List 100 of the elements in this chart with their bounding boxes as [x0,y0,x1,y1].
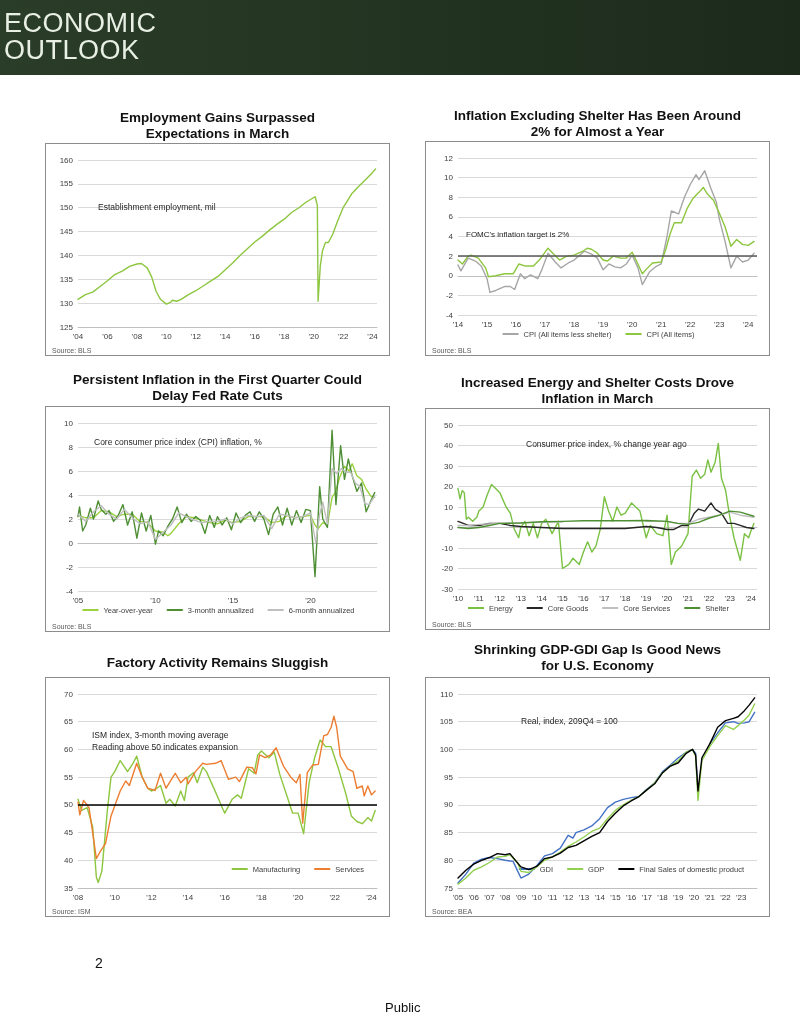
x-tick-label: '16 [510,319,522,329]
x-tick-label: '20 [292,892,304,902]
y-tick-label: 8 [68,442,74,452]
y-tick-label: 55 [64,772,74,782]
text: ECONOMIC OUTLOOK [4,8,158,65]
y-tick-label: 4 [68,490,74,500]
y-tick-label: 35 [64,883,74,893]
annotation: Establishment employment, mil [98,202,216,212]
y-tick-label: 40 [444,441,454,450]
y-tick-label: 105 [439,717,454,727]
annotation: ISM index, 3-month moving average [92,730,229,740]
x-tick-label: '23 [714,319,726,329]
x-tick-label: '10 [150,595,162,605]
y-tick-label: 10 [444,173,454,183]
x-tick-label: '14 [452,319,464,329]
x-tick-label: '19 [640,593,652,603]
y-tick-label: 40 [64,855,74,865]
x-tick-label: '24 [745,593,757,603]
x-tick-label: '23 [736,892,748,902]
x-tick-label: '14 [594,892,606,902]
text: Public [385,1000,421,1015]
x-tick-label: '10 [531,892,543,902]
y-tick-label: 0 [448,271,454,281]
y-tick-label: 50 [444,420,454,430]
y-tick-label: 90 [444,800,454,810]
x-tick-label: '18 [278,331,290,341]
y-tick-label: 100 [439,744,454,754]
annotation: Reading above 50 indicates expansion [92,742,239,752]
x-tick-label: '17 [539,319,551,329]
x-tick-label: '20 [661,593,673,603]
x-tick-label: '15 [557,593,569,603]
y-tick-label: 45 [64,828,74,838]
x-tick-label: '11 [547,892,558,902]
x-tick-label: '05 [452,892,464,902]
x-tick-label: '22 [337,331,349,341]
x-tick-label: '10 [161,331,173,341]
x-tick-label: '21 [655,319,667,329]
x-tick-label: '13 [515,593,527,603]
x-tick-label: '20 [308,331,320,341]
x-tick-label: '16 [249,331,261,341]
x-tick-label: '10 [452,593,464,603]
y-tick-label: 60 [64,744,74,754]
chart-title: Persistent Inflation in the First Quarter Could Delay Fed Rate Cuts [72,372,363,404]
x-tick-label: '12 [562,892,574,902]
y-tick-label: -4 [445,310,454,320]
y-tick-label: 10 [444,502,454,512]
x-tick-label: '19 [597,319,609,329]
x-tick-label: '15 [481,319,493,329]
x-tick-label: '18 [256,892,268,902]
y-tick-label: 130 [59,298,74,308]
x-tick-label: '06 [102,331,114,341]
y-tick-label: 8 [448,192,454,202]
x-tick-label: '12 [494,593,506,603]
chart-title: Increased Energy and Shelter Costs Drove Inflation in March [459,375,736,407]
x-tick-label: '15 [610,892,622,902]
x-tick-label: '22 [685,319,696,329]
y-tick-label: 2 [448,251,454,261]
x-tick-label: '11 [473,593,485,603]
y-tick-label: 85 [444,828,454,838]
y-tick-label: 10 [64,418,74,428]
x-tick-label: '12 [146,892,158,902]
x-tick-label: '14 [182,892,194,902]
x-tick-label: '24 [743,319,755,329]
x-tick-label: '22 [703,593,715,603]
x-tick-label: '17 [641,892,653,902]
x-tick-label: '14 [220,331,232,341]
x-tick-label: '13 [578,892,590,902]
x-tick-label: '21 [682,593,694,603]
x-tick-label: '05 [72,595,84,605]
y-tick-label: 80 [444,855,454,865]
text: 2 [95,955,103,971]
x-tick-label: '18 [657,892,669,902]
x-tick-label: '15 [227,595,239,605]
y-tick-label: 0 [68,538,74,548]
x-tick-label: '07 [484,892,496,902]
y-tick-label: -30 [441,584,454,594]
y-tick-label: 155 [59,179,74,189]
x-tick-label: '20 [305,595,317,605]
ref-line-label: FOMC's inflation target is 2% [466,229,570,239]
x-tick-label: '18 [568,319,580,329]
y-tick-label: -4 [65,586,74,596]
x-tick-label: '16 [625,892,637,902]
y-tick-label: 75 [444,883,454,893]
x-tick-label: '12 [190,331,202,341]
annotation: Core consumer price index (CPI) inflation, % [94,437,262,447]
y-tick-label: 0 [448,523,454,532]
y-tick-label: 30 [444,461,454,471]
y-tick-label: 110 [440,689,454,699]
y-tick-label: 65 [64,717,74,727]
y-tick-label: 12 [444,153,454,163]
x-tick-label: '17 [599,593,611,603]
y-tick-label: -2 [445,290,454,300]
x-tick-label: '19 [673,892,685,902]
x-tick-label: '09 [515,892,527,902]
x-tick-label: '06 [468,892,480,902]
x-tick-label: '20 [688,892,700,902]
x-tick-label: '18 [620,593,632,603]
y-tick-label: 125 [59,322,74,332]
x-tick-label: '14 [536,593,548,603]
y-tick-label: 2 [68,514,74,524]
